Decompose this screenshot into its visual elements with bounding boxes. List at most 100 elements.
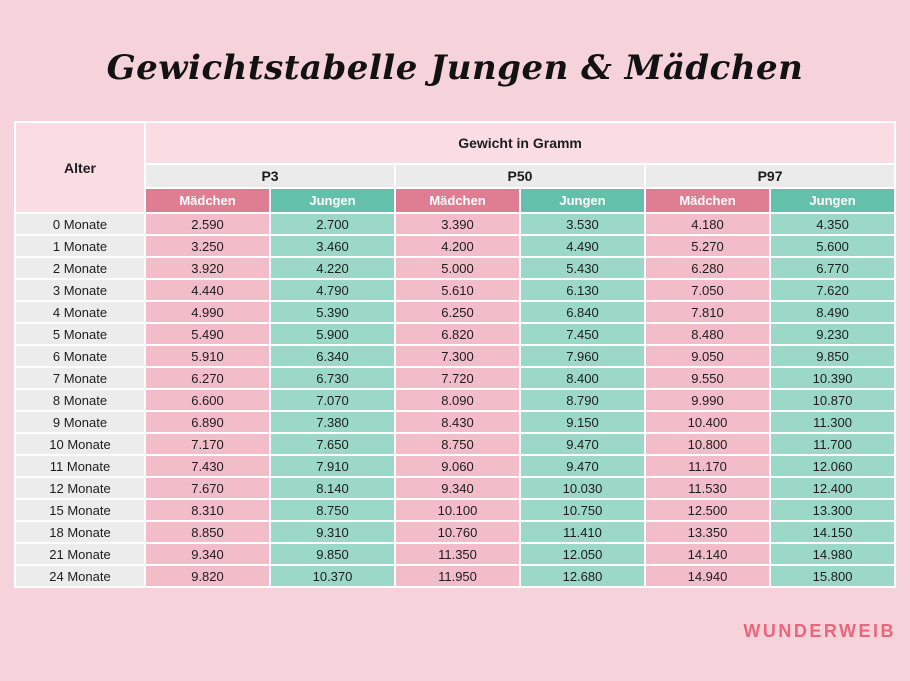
table-row: 24 Monate 9.820 10.370 11.950 12.680 14.940 15… [16, 566, 895, 586]
boy-value-cell: 7.070 [271, 390, 394, 410]
girl-value-cell: 8.310 [146, 500, 269, 520]
boy-value-cell: 10.030 [521, 478, 644, 498]
boy-value-cell: 9.850 [271, 544, 394, 564]
boy-value-cell: 4.350 [771, 214, 895, 234]
boy-value-cell: 7.910 [271, 456, 394, 476]
girl-value-cell: 14.140 [646, 544, 769, 564]
weight-table-container: Alter Gewicht in Gramm P3 P50 P97 Mädche… [14, 121, 897, 588]
girl-value-cell: 9.340 [146, 544, 269, 564]
table-row: 12 Monate 7.670 8.140 9.340 10.030 11.530 12.4… [16, 478, 895, 498]
boy-value-cell: 10.370 [271, 566, 394, 586]
percentile-p97-header: P97 [646, 165, 895, 187]
girl-value-cell: 5.490 [146, 324, 269, 344]
boy-value-cell: 8.750 [271, 500, 394, 520]
girl-value-cell: 2.590 [146, 214, 269, 234]
girl-value-cell: 5.270 [646, 236, 769, 256]
girl-value-cell: 8.750 [396, 434, 519, 454]
boy-value-cell: 6.730 [271, 368, 394, 388]
girl-value-cell: 6.270 [146, 368, 269, 388]
table-body: 0 Monate 2.590 2.700 3.390 3.530 4.180 4.350 1 … [16, 214, 895, 586]
boy-value-cell: 4.790 [271, 280, 394, 300]
boy-value-cell: 7.380 [271, 412, 394, 432]
table-row: 2 Monate 3.920 4.220 5.000 5.430 6.280 6.770 [16, 258, 895, 278]
boy-value-cell: 13.300 [771, 500, 895, 520]
girl-value-cell: 6.250 [396, 302, 519, 322]
age-cell: 3 Monate [16, 280, 144, 300]
girl-value-cell: 7.720 [396, 368, 519, 388]
weight-group-header: Gewicht in Gramm [146, 123, 895, 163]
boy-value-cell: 8.790 [521, 390, 644, 410]
girl-value-cell: 12.500 [646, 500, 769, 520]
girl-value-cell: 6.280 [646, 258, 769, 278]
girl-value-cell: 7.810 [646, 302, 769, 322]
girl-value-cell: 4.180 [646, 214, 769, 234]
age-cell: 9 Monate [16, 412, 144, 432]
boy-value-cell: 8.140 [271, 478, 394, 498]
girl-value-cell: 4.440 [146, 280, 269, 300]
girl-value-cell: 11.950 [396, 566, 519, 586]
wunderweib-logo: WUNDERWEIB [743, 621, 896, 641]
girl-value-cell: 9.820 [146, 566, 269, 586]
girl-value-cell: 5.610 [396, 280, 519, 300]
percentile-p50-header: P50 [396, 165, 644, 187]
table-row: 8 Monate 6.600 7.070 8.090 8.790 9.990 10.870 [16, 390, 895, 410]
table-row: 18 Monate 8.850 9.310 10.760 11.410 13.350 14.… [16, 522, 895, 542]
table-row: 10 Monate 7.170 7.650 8.750 9.470 10.800 11.70… [16, 434, 895, 454]
boy-value-cell: 14.980 [771, 544, 895, 564]
girl-value-cell: 7.050 [646, 280, 769, 300]
boy-value-cell: 6.840 [521, 302, 644, 322]
table-row: 4 Monate 4.990 5.390 6.250 6.840 7.810 8.490 [16, 302, 895, 322]
table-row: 3 Monate 4.440 4.790 5.610 6.130 7.050 7.620 [16, 280, 895, 300]
girl-value-cell: 8.850 [146, 522, 269, 542]
girl-value-cell: 14.940 [646, 566, 769, 586]
age-column-header: Alter [16, 123, 144, 212]
age-cell: 0 Monate [16, 214, 144, 234]
boy-value-cell: 6.130 [521, 280, 644, 300]
age-cell: 18 Monate [16, 522, 144, 542]
boy-value-cell: 7.960 [521, 346, 644, 366]
boy-value-cell: 9.310 [271, 522, 394, 542]
boy-value-cell: 5.430 [521, 258, 644, 278]
girl-value-cell: 8.430 [396, 412, 519, 432]
boy-value-cell: 10.870 [771, 390, 895, 410]
age-cell: 10 Monate [16, 434, 144, 454]
girl-value-cell: 9.990 [646, 390, 769, 410]
girl-value-cell: 7.300 [396, 346, 519, 366]
boy-value-cell: 4.490 [521, 236, 644, 256]
boy-value-cell: 8.400 [521, 368, 644, 388]
boy-value-cell: 15.800 [771, 566, 895, 586]
girl-value-cell: 11.350 [396, 544, 519, 564]
table-row: 0 Monate 2.590 2.700 3.390 3.530 4.180 4.350 [16, 214, 895, 234]
girls-header-p3: Mädchen [146, 189, 269, 212]
boy-value-cell: 11.410 [521, 522, 644, 542]
table-row: 6 Monate 5.910 6.340 7.300 7.960 9.050 9.850 [16, 346, 895, 366]
age-cell: 21 Monate [16, 544, 144, 564]
girl-value-cell: 7.170 [146, 434, 269, 454]
table-row: 11 Monate 7.430 7.910 9.060 9.470 11.170 12.06… [16, 456, 895, 476]
boy-value-cell: 9.150 [521, 412, 644, 432]
girl-value-cell: 9.050 [646, 346, 769, 366]
age-cell: 1 Monate [16, 236, 144, 256]
girl-value-cell: 10.400 [646, 412, 769, 432]
girl-value-cell: 3.390 [396, 214, 519, 234]
girl-value-cell: 7.670 [146, 478, 269, 498]
boy-value-cell: 7.450 [521, 324, 644, 344]
boy-value-cell: 11.700 [771, 434, 895, 454]
boy-value-cell: 10.390 [771, 368, 895, 388]
age-cell: 6 Monate [16, 346, 144, 366]
table-row: 5 Monate 5.490 5.900 6.820 7.450 8.480 9.230 [16, 324, 895, 344]
table-row: 15 Monate 8.310 8.750 10.100 10.750 12.500 13.… [16, 500, 895, 520]
page-title: Gewichtstabelle Jungen & Mädchen [106, 48, 804, 88]
boy-value-cell: 8.490 [771, 302, 895, 322]
age-cell: 12 Monate [16, 478, 144, 498]
boy-value-cell: 6.340 [271, 346, 394, 366]
girl-value-cell: 7.430 [146, 456, 269, 476]
boy-value-cell: 5.900 [271, 324, 394, 344]
boy-value-cell: 12.400 [771, 478, 895, 498]
girl-value-cell: 11.170 [646, 456, 769, 476]
age-cell: 7 Monate [16, 368, 144, 388]
table-row: 7 Monate 6.270 6.730 7.720 8.400 9.550 10.390 [16, 368, 895, 388]
girl-value-cell: 6.600 [146, 390, 269, 410]
girl-value-cell: 9.550 [646, 368, 769, 388]
girl-value-cell: 10.800 [646, 434, 769, 454]
